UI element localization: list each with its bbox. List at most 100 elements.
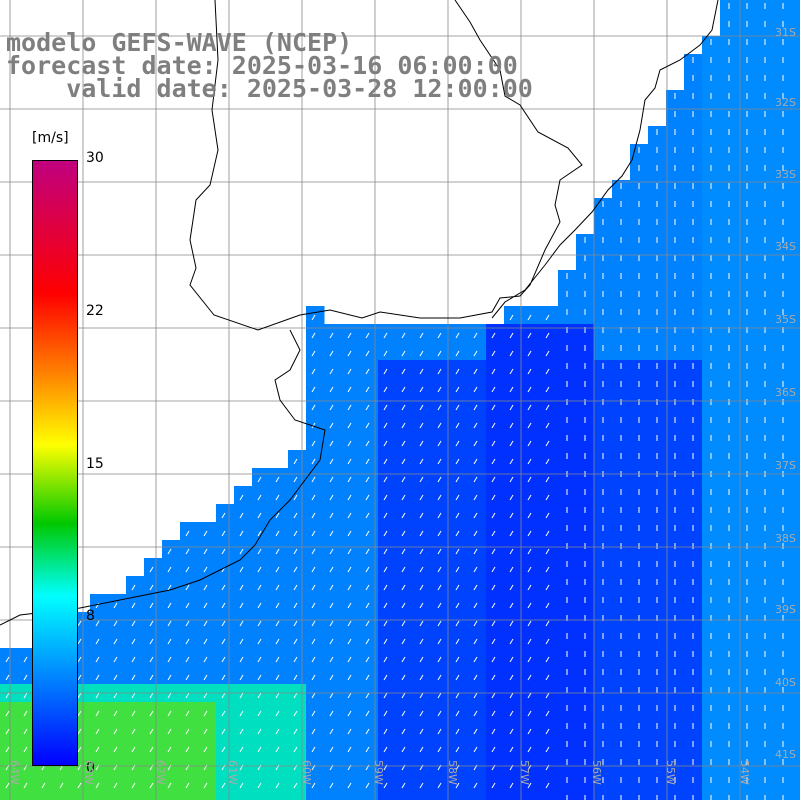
speed-cell xyxy=(702,468,721,487)
speed-cell xyxy=(792,90,800,109)
wind-arrow xyxy=(257,638,262,645)
speed-cell xyxy=(558,630,577,649)
speed-cell xyxy=(774,486,793,505)
speed-cell xyxy=(792,630,800,649)
speed-cell xyxy=(612,720,631,739)
speed-cell xyxy=(792,378,800,397)
wind-arrow xyxy=(509,692,514,699)
speed-cell xyxy=(684,378,703,397)
wind-arrow xyxy=(401,584,406,591)
wind-arrow xyxy=(329,674,334,681)
wind-arrow xyxy=(527,602,532,609)
wind-arrow xyxy=(473,638,478,645)
wind-arrow xyxy=(221,530,226,537)
wind-arrow xyxy=(149,584,154,591)
wind-arrow xyxy=(455,782,460,789)
speed-cell xyxy=(792,252,800,271)
speed-cell xyxy=(702,198,721,217)
speed-cell xyxy=(558,774,577,793)
wind-arrow xyxy=(257,602,262,609)
speed-cell xyxy=(720,288,739,307)
wind-arrow xyxy=(275,728,280,735)
wind-arrow xyxy=(167,584,172,591)
speed-cell xyxy=(756,432,775,451)
speed-cell xyxy=(684,450,703,469)
wind-arrow xyxy=(383,458,388,465)
wind-arrow xyxy=(239,674,244,681)
speed-cell xyxy=(594,288,613,307)
speed-cell xyxy=(738,0,757,19)
wind-arrow xyxy=(203,656,208,663)
wind-arrow xyxy=(5,692,10,699)
wind-arrow xyxy=(239,746,244,753)
wind-arrow xyxy=(113,620,118,627)
speed-cell xyxy=(738,360,757,379)
coastline xyxy=(0,0,719,626)
speed-cell xyxy=(684,432,703,451)
speed-cell xyxy=(630,774,649,793)
wind-arrow xyxy=(257,692,262,699)
speed-cell xyxy=(702,702,721,721)
speed-cell xyxy=(630,378,649,397)
wind-arrow xyxy=(383,440,388,447)
wind-arrow xyxy=(491,512,496,519)
wind-arrow xyxy=(527,548,532,555)
speed-cell xyxy=(162,792,181,800)
wind-arrow xyxy=(455,332,460,339)
speed-cell xyxy=(702,540,721,559)
speed-cell xyxy=(612,486,631,505)
wind-arrow xyxy=(365,476,370,483)
wind-arrow xyxy=(329,368,334,375)
speed-cell xyxy=(684,54,703,73)
speed-cell xyxy=(684,270,703,289)
speed-cell xyxy=(630,648,649,667)
wind-arrow xyxy=(347,458,352,465)
title-valid-date: valid date: 2025-03-28 12:00:00 xyxy=(6,74,533,103)
speed-cell xyxy=(684,468,703,487)
speed-cell xyxy=(738,288,757,307)
wind-arrow xyxy=(383,494,388,501)
speed-cell xyxy=(594,414,613,433)
speed-cell xyxy=(576,702,595,721)
speed-cell xyxy=(342,792,361,800)
speed-cell xyxy=(648,666,667,685)
speed-cell xyxy=(666,108,685,127)
wind-arrow xyxy=(347,476,352,483)
wind-arrow xyxy=(347,656,352,663)
wind-arrow xyxy=(77,656,82,663)
speed-cell xyxy=(756,324,775,343)
speed-cell xyxy=(720,540,739,559)
speed-cell xyxy=(720,360,739,379)
speed-cell xyxy=(792,306,800,325)
wind-arrow xyxy=(545,368,550,375)
speed-cell xyxy=(756,144,775,163)
speed-cell xyxy=(558,738,577,757)
wind-arrow xyxy=(473,710,478,717)
wind-arrow xyxy=(203,638,208,645)
wind-arrow xyxy=(509,440,514,447)
wind-arrow xyxy=(527,440,532,447)
wind-arrow xyxy=(203,728,208,735)
wind-arrow xyxy=(509,710,514,717)
wind-arrow xyxy=(491,782,496,789)
wind-arrow xyxy=(221,548,226,555)
speed-cell xyxy=(792,144,800,163)
wind-arrow xyxy=(365,728,370,735)
wind-arrow xyxy=(437,602,442,609)
wind-arrow xyxy=(311,584,316,591)
wind-arrow xyxy=(509,350,514,357)
speed-cell xyxy=(720,270,739,289)
speed-cell xyxy=(702,36,721,55)
wind-arrow xyxy=(113,656,118,663)
wind-arrow xyxy=(131,602,136,609)
wind-arrow xyxy=(185,530,190,537)
wind-arrow xyxy=(23,782,28,789)
wind-arrow xyxy=(383,332,388,339)
speed-cell xyxy=(720,720,739,739)
wind-arrow xyxy=(5,710,10,717)
wind-arrow xyxy=(473,458,478,465)
wind-arrow xyxy=(455,656,460,663)
wind-arrow xyxy=(473,476,478,483)
wind-arrow xyxy=(329,440,334,447)
wind-arrow xyxy=(545,674,550,681)
